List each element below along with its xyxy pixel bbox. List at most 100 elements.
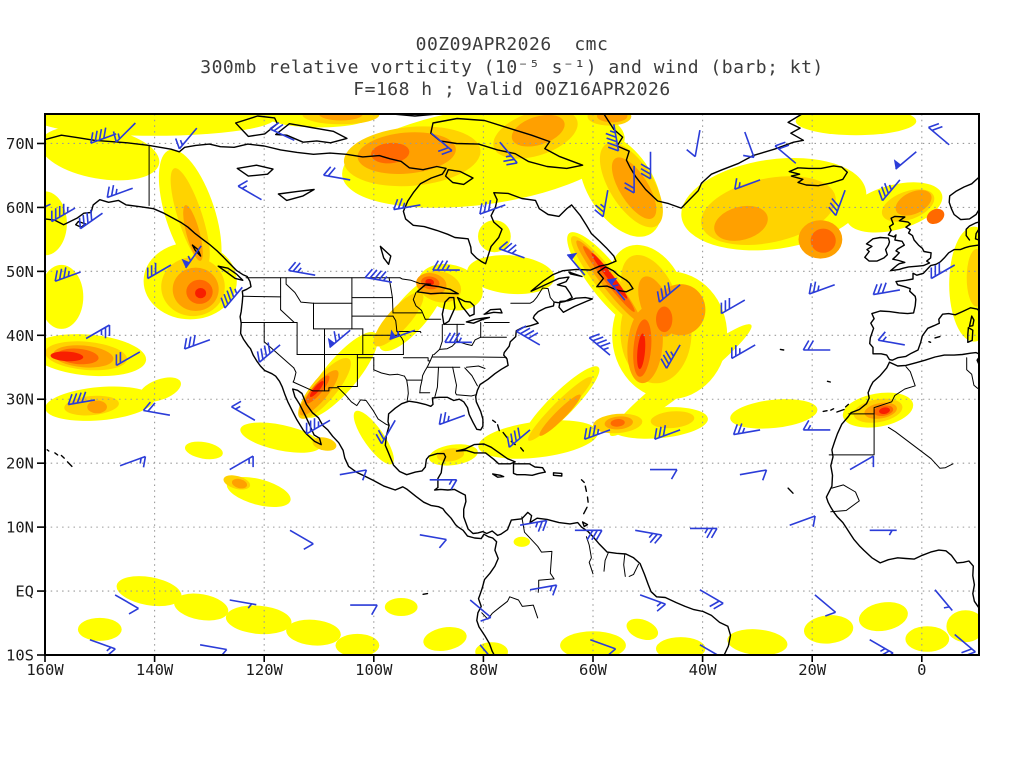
coastline <box>46 449 50 452</box>
wind-barb <box>106 184 133 199</box>
wind-barb <box>183 334 211 350</box>
plot-frame <box>44 113 980 656</box>
vorticity-cell <box>45 125 160 181</box>
wind-barb <box>364 268 393 283</box>
lon-tick-label: 160W <box>26 661 64 679</box>
border-line <box>280 309 295 323</box>
border-line <box>452 366 457 394</box>
lat-tick-label: 70N <box>6 135 34 153</box>
wind-barb <box>588 333 611 356</box>
wind-barb <box>54 267 81 282</box>
border-line <box>628 563 639 577</box>
wind-barb <box>430 132 453 156</box>
wind-barb <box>220 286 243 309</box>
border-line <box>285 277 314 304</box>
vorticity-cell <box>727 629 788 655</box>
border-line <box>373 369 405 377</box>
wind-barb <box>869 529 897 536</box>
border-line <box>830 484 860 513</box>
coastline <box>430 117 584 170</box>
coastline <box>455 443 516 465</box>
wind-barb <box>115 351 141 367</box>
coastline <box>779 348 785 351</box>
wind-barb <box>479 199 506 215</box>
vorticity-cell <box>423 627 467 651</box>
coastline <box>217 265 244 281</box>
wind-barb <box>574 529 603 541</box>
border-line <box>887 426 954 469</box>
wind-barb <box>699 589 724 610</box>
border-line <box>242 295 282 298</box>
wind-barb <box>438 411 466 426</box>
vorticity-cell <box>803 615 854 644</box>
vorticity-cell <box>858 602 908 632</box>
title-field-units: 300mb relative vorticity (10⁻⁵ s⁻¹) and … <box>200 57 824 78</box>
wind-barb <box>877 331 905 346</box>
wind-barb <box>660 344 681 369</box>
vorticity-cell <box>609 324 752 437</box>
wind-barb <box>640 151 652 180</box>
vorticity-cell <box>966 249 979 307</box>
vorticity-cell <box>795 114 917 136</box>
coastline <box>558 296 594 313</box>
coastlines <box>45 114 979 655</box>
wind-barb <box>814 594 837 617</box>
vorticity-cell <box>879 407 890 414</box>
vorticity-cell <box>650 411 695 429</box>
coastline <box>191 244 202 257</box>
wind-barb <box>256 342 281 363</box>
wind-barb <box>594 190 609 218</box>
border-line <box>404 375 409 401</box>
wind-barb <box>566 252 586 276</box>
coastline <box>968 315 975 327</box>
title-init-model: 00Z09APR2026 cmc <box>415 34 609 55</box>
coastline <box>788 165 848 187</box>
wind-barb <box>878 179 901 202</box>
wind-barb <box>327 329 351 349</box>
wind-barb <box>429 479 458 490</box>
wind-barb <box>119 455 147 468</box>
border-line <box>966 357 979 389</box>
vorticity-cell <box>240 422 321 453</box>
lon-tick-label: 120W <box>246 661 284 679</box>
wind-barb <box>583 425 611 440</box>
grid-lines <box>45 114 979 655</box>
wind-barb <box>516 325 541 346</box>
vorticity-cell <box>225 605 292 635</box>
vorticity-cell <box>656 306 673 333</box>
coastline <box>66 461 73 468</box>
vorticity-cell <box>895 190 932 216</box>
vorticity-cell <box>87 400 107 414</box>
wind-barb <box>112 122 136 143</box>
border-line <box>465 365 486 369</box>
border-line <box>603 552 609 572</box>
vorticity-cell <box>312 437 337 451</box>
coastline <box>583 506 588 515</box>
coastline <box>826 380 831 383</box>
wind-barb <box>743 131 755 159</box>
wind-barb <box>774 141 797 164</box>
coastline <box>60 454 65 459</box>
coastline <box>787 487 794 494</box>
coastline <box>584 485 588 492</box>
border-line <box>392 315 404 342</box>
wind-barb <box>51 203 76 223</box>
lat-tick-label: 10S <box>6 647 34 665</box>
lat-tick-label: 20N <box>6 455 34 473</box>
vorticity-cell <box>714 205 768 241</box>
wind-barb <box>734 178 761 190</box>
vorticity-cell <box>50 351 84 362</box>
vorticity-cell <box>319 114 363 121</box>
wind-barb <box>199 644 228 655</box>
wind-barb <box>174 127 198 150</box>
wind-barb <box>114 594 139 615</box>
coastline <box>492 419 497 423</box>
wind-barb <box>519 519 548 532</box>
wind-barb <box>869 639 894 655</box>
wind-barb <box>389 329 416 341</box>
coastline <box>603 114 805 209</box>
vorticity-cell <box>637 333 646 370</box>
vorticity-cell <box>511 114 565 147</box>
coastline <box>45 134 732 655</box>
wind-barb <box>287 261 316 276</box>
